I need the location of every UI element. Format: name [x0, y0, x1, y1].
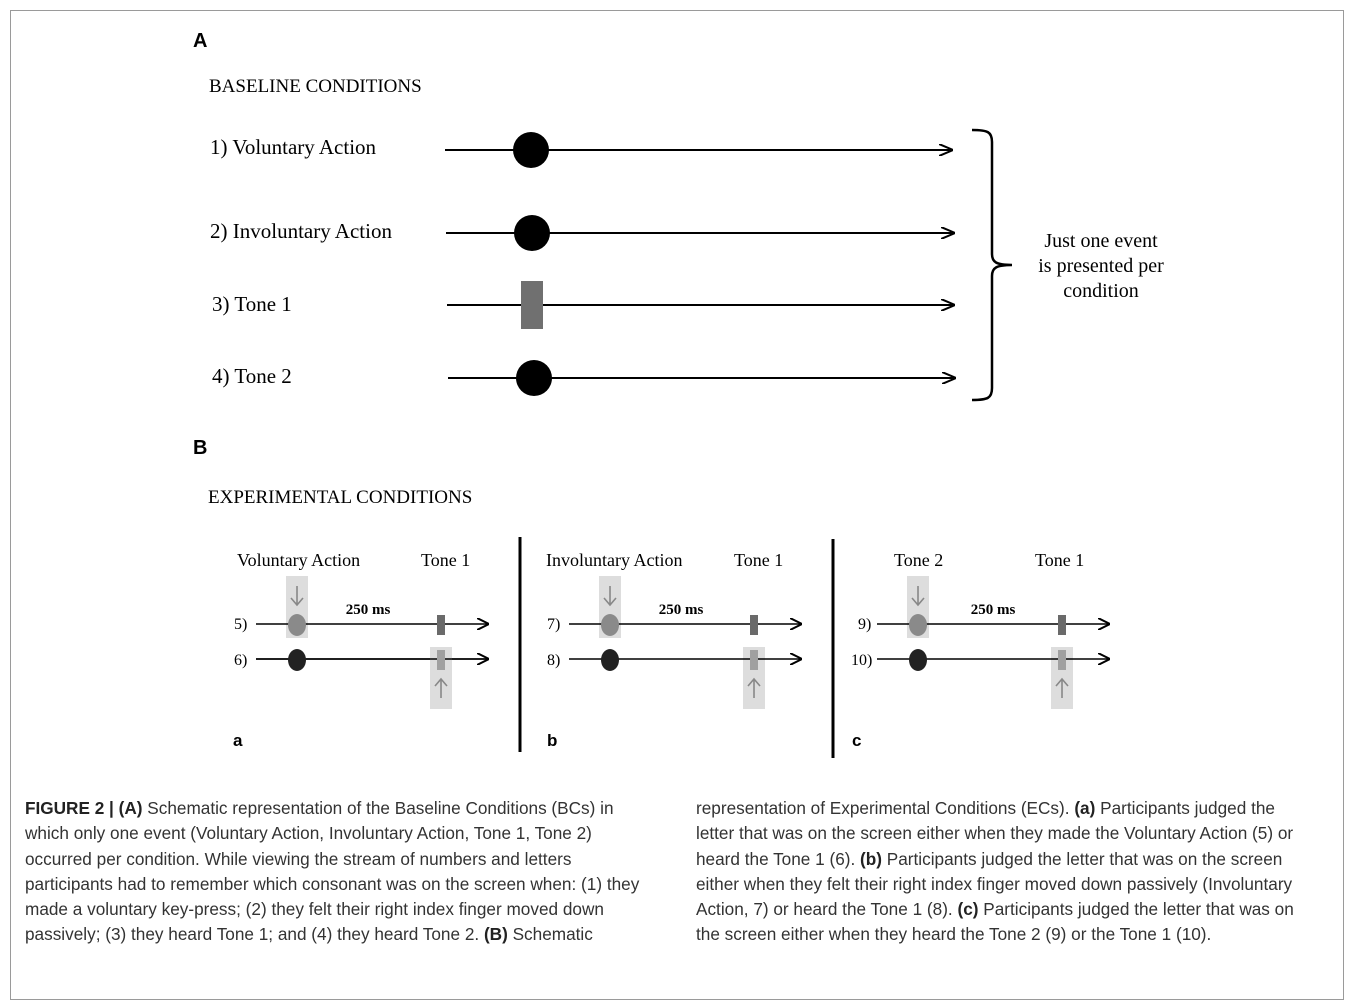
- down-arrow-icon: [603, 586, 617, 607]
- brace-note-line-2: is presented per: [1038, 255, 1164, 277]
- interval-label: 250 ms: [659, 602, 704, 618]
- event-circle: [288, 649, 306, 671]
- caption-right-column: representation of Experimental Condition…: [696, 796, 1314, 948]
- brace-icon: [971, 128, 1013, 402]
- sub-panel-letter: c: [852, 731, 861, 750]
- baseline-row-label: 3) Tone 1: [212, 292, 292, 316]
- sub-panel-letter: a: [233, 731, 243, 750]
- interval-label: 250 ms: [346, 602, 391, 618]
- baseline-row-3: 3) Tone 1: [212, 281, 954, 329]
- event-circle: [909, 649, 927, 671]
- event-circle: [601, 614, 619, 636]
- first-event-label: Involuntary Action: [546, 550, 682, 570]
- first-event-label: Voluntary Action: [237, 550, 360, 570]
- caption-text-A: Schematic representation of the Baseline…: [25, 798, 640, 945]
- baseline-row-label: 4) Tone 2: [212, 364, 292, 388]
- event-circle: [909, 614, 927, 636]
- caption-tag-a: (a): [1074, 798, 1096, 818]
- event-tone-rect: [1058, 650, 1066, 670]
- sub-panel-b: Involuntary Action Tone 1 250 ms 7) 8) b: [546, 550, 801, 750]
- down-arrow-icon: [290, 586, 304, 607]
- up-arrow-icon: [434, 677, 448, 698]
- second-event-label: Tone 1: [421, 550, 470, 570]
- panel-a-letter: A: [193, 30, 207, 52]
- event-circle: [601, 649, 619, 671]
- event-tone-rect: [521, 281, 543, 329]
- event-circle: [516, 360, 552, 396]
- caption-left-column: FIGURE 2 | (A) Schematic representation …: [25, 796, 643, 948]
- up-arrow-icon: [1055, 677, 1069, 698]
- caption-text-B: Schematic: [507, 924, 593, 945]
- caption-text-a: Participants judged the letter that was …: [696, 798, 1294, 869]
- caption-text-B-cont: representation of Experimental Condition…: [696, 798, 1075, 818]
- event-circle: [513, 132, 549, 168]
- row-number: 9): [858, 616, 871, 633]
- interval-label: 250 ms: [971, 602, 1016, 618]
- caption-figure-label: FIGURE 2 |: [25, 798, 114, 818]
- event-circle: [514, 215, 550, 251]
- event-tone-rect: [1058, 615, 1066, 635]
- up-arrow-icon: [747, 677, 761, 698]
- sub-panel-a: Voluntary Action Tone 1 250 ms 5) 6) a: [233, 550, 488, 750]
- row-number: 5): [234, 616, 247, 633]
- caption-tag-b: (b): [860, 848, 882, 869]
- row-number: 10): [851, 652, 872, 669]
- event-tone-rect: [437, 615, 445, 635]
- caption-text-c: Participants judged the letter that was …: [696, 899, 1294, 945]
- caption-tag-A: (A): [118, 798, 143, 818]
- sub-panel-c: Tone 2 Tone 1 250 ms 9) 10) c: [851, 550, 1109, 750]
- caption-text-b: Participants judged the letter that was …: [696, 848, 1293, 920]
- baseline-row-label: 2) Involuntary Action: [210, 219, 392, 243]
- row-number: 8): [547, 652, 560, 669]
- figure-diagram: A BASELINE CONDITIONS 1) Voluntary Actio…: [193, 30, 1164, 758]
- second-event-label: Tone 1: [734, 550, 783, 570]
- down-arrow-icon: [911, 586, 925, 607]
- panel-b-letter: B: [193, 437, 207, 459]
- event-circle: [288, 614, 306, 636]
- brace-note-line-3: condition: [1063, 280, 1139, 302]
- baseline-row-4: 4) Tone 2: [212, 360, 955, 396]
- second-event-label: Tone 1: [1035, 550, 1084, 570]
- row-number: 6): [234, 652, 247, 669]
- first-event-label: Tone 2: [894, 550, 943, 570]
- caption-tag-B: (B): [483, 924, 508, 945]
- event-tone-rect: [750, 650, 758, 670]
- baseline-title: BASELINE CONDITIONS: [209, 76, 422, 97]
- event-tone-rect: [750, 615, 758, 635]
- baseline-row-1: 1) Voluntary Action: [210, 132, 952, 168]
- sub-panel-letter: b: [547, 731, 557, 750]
- baseline-row-label: 1) Voluntary Action: [210, 135, 377, 159]
- caption-tag-c: (c): [957, 899, 979, 920]
- row-number: 7): [547, 616, 560, 633]
- brace-note-line-1: Just one event: [1044, 230, 1158, 252]
- experimental-title: EXPERIMENTAL CONDITIONS: [208, 487, 472, 508]
- baseline-row-2: 2) Involuntary Action: [210, 215, 954, 251]
- event-tone-rect: [437, 650, 445, 670]
